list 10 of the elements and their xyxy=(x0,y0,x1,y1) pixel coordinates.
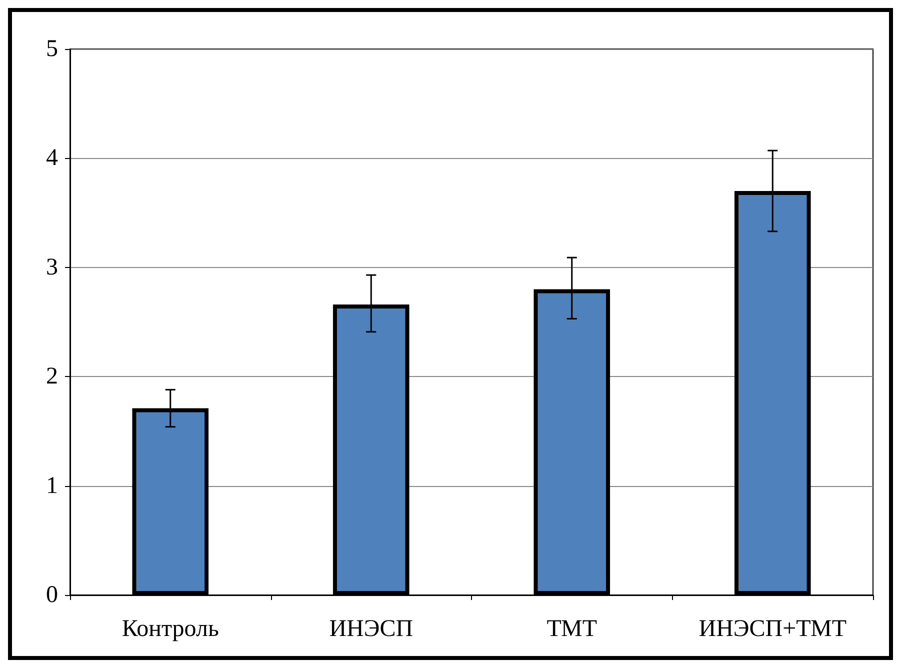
x-tick-label: ИНЭСП+ТМТ xyxy=(698,616,847,642)
y-tick-label: 4 xyxy=(46,145,58,172)
x-tick-label: ИНЭСП xyxy=(329,616,414,642)
y-tick-label: 3 xyxy=(46,254,58,280)
x-tick-label: ТМТ xyxy=(546,616,598,642)
y-tick-label: 2 xyxy=(46,364,58,390)
x-tick-label: Контроль xyxy=(122,616,219,642)
y-tick-label: 0 xyxy=(46,582,58,608)
y-tick-label: 5 xyxy=(46,36,58,62)
y-tick-label: 1 xyxy=(46,472,58,499)
